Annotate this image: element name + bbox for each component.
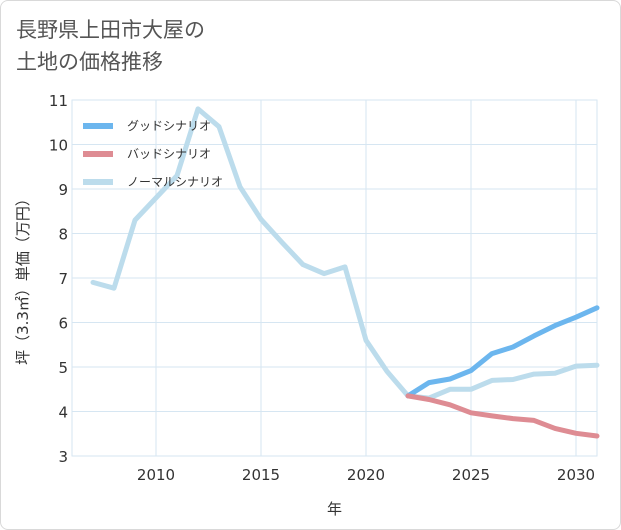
series-line-1 bbox=[405, 393, 600, 439]
legend-label[interactable]: ノーマルシナリオ bbox=[127, 175, 223, 189]
x-tick-label: 2025 bbox=[452, 466, 490, 484]
plot-border bbox=[71, 99, 598, 457]
x-tick-label: 2015 bbox=[242, 466, 280, 484]
x-tick-label: 2020 bbox=[347, 466, 385, 484]
y-tick-label: 6 bbox=[58, 315, 68, 333]
y-tick-label: 8 bbox=[58, 226, 68, 244]
y-axis-ticks: 3 4 5 6 7 8 9 10 11 bbox=[49, 92, 68, 466]
chart-title-line-1: 長野県上田市大屋の bbox=[16, 18, 205, 42]
y-tick-label: 9 bbox=[58, 181, 68, 199]
y-tick-label: 10 bbox=[49, 137, 68, 155]
chart-title-line-2: 土地の価格推移 bbox=[16, 50, 163, 74]
legend-label[interactable]: バッドシナリオ bbox=[127, 147, 211, 161]
y-axis-label: 坪（3.3㎡）単価（万円） bbox=[14, 191, 32, 365]
y-tick-label: 11 bbox=[49, 92, 68, 110]
series-line-0 bbox=[405, 305, 600, 399]
x-tick-label: 2030 bbox=[557, 466, 595, 484]
grid bbox=[71, 99, 598, 457]
y-tick-label: 3 bbox=[58, 448, 68, 466]
legend-label[interactable]: グッドシナリオ bbox=[127, 119, 211, 133]
x-axis-label: 年 bbox=[327, 500, 342, 518]
series-line-2 bbox=[90, 106, 600, 401]
x-axis-ticks: 2010 2015 2020 2025 2030 bbox=[137, 466, 595, 484]
chart-title: 長野県上田市大屋の 土地の価格推移 bbox=[16, 14, 436, 78]
y-tick-label: 4 bbox=[58, 404, 68, 422]
y-tick-label: 7 bbox=[58, 270, 68, 288]
x-tick-label: 2010 bbox=[137, 466, 175, 484]
y-tick-label: 5 bbox=[58, 359, 68, 377]
series-lines bbox=[90, 106, 600, 439]
